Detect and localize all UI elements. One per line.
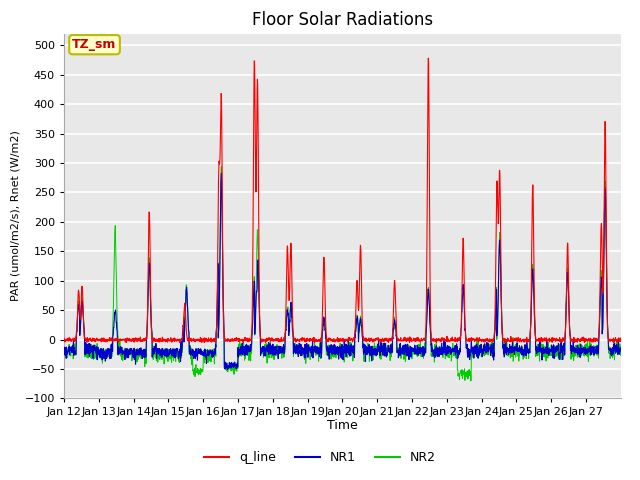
NR2 — [609, 349, 617, 355]
NR1 — [511, 351, 518, 357]
q_line — [236, 337, 244, 343]
q_line — [542, 336, 550, 342]
NR2 — [116, 347, 124, 353]
q_line — [617, 335, 625, 341]
NR1 — [218, 170, 225, 176]
q_line — [609, 337, 617, 343]
q_line — [60, 335, 68, 341]
q_line — [511, 337, 518, 343]
q_line — [424, 55, 432, 61]
NR2 — [467, 378, 475, 384]
NR2 — [542, 350, 550, 356]
NR2 — [218, 164, 225, 169]
NR1 — [542, 344, 550, 350]
q_line — [376, 337, 384, 343]
NR2 — [60, 348, 68, 354]
Line: q_line: q_line — [64, 58, 621, 343]
X-axis label: Time: Time — [327, 419, 358, 432]
NR2 — [376, 355, 384, 361]
NR1 — [609, 348, 617, 354]
Line: NR1: NR1 — [64, 173, 621, 370]
NR2 — [617, 344, 625, 349]
Legend: q_line, NR1, NR2: q_line, NR1, NR2 — [199, 446, 441, 469]
NR1 — [60, 350, 68, 356]
NR1 — [617, 346, 625, 351]
Text: TZ_sm: TZ_sm — [72, 38, 116, 51]
Line: NR2: NR2 — [64, 167, 621, 381]
Y-axis label: PAR (umol/m2/s), Rnet (W/m2): PAR (umol/m2/s), Rnet (W/m2) — [10, 131, 20, 301]
q_line — [116, 338, 124, 344]
Title: Floor Solar Radiations: Floor Solar Radiations — [252, 11, 433, 29]
NR1 — [116, 348, 124, 354]
q_line — [122, 340, 130, 346]
NR1 — [224, 367, 232, 372]
NR1 — [376, 345, 384, 351]
NR2 — [511, 347, 518, 353]
NR1 — [236, 346, 244, 351]
NR2 — [236, 349, 244, 355]
